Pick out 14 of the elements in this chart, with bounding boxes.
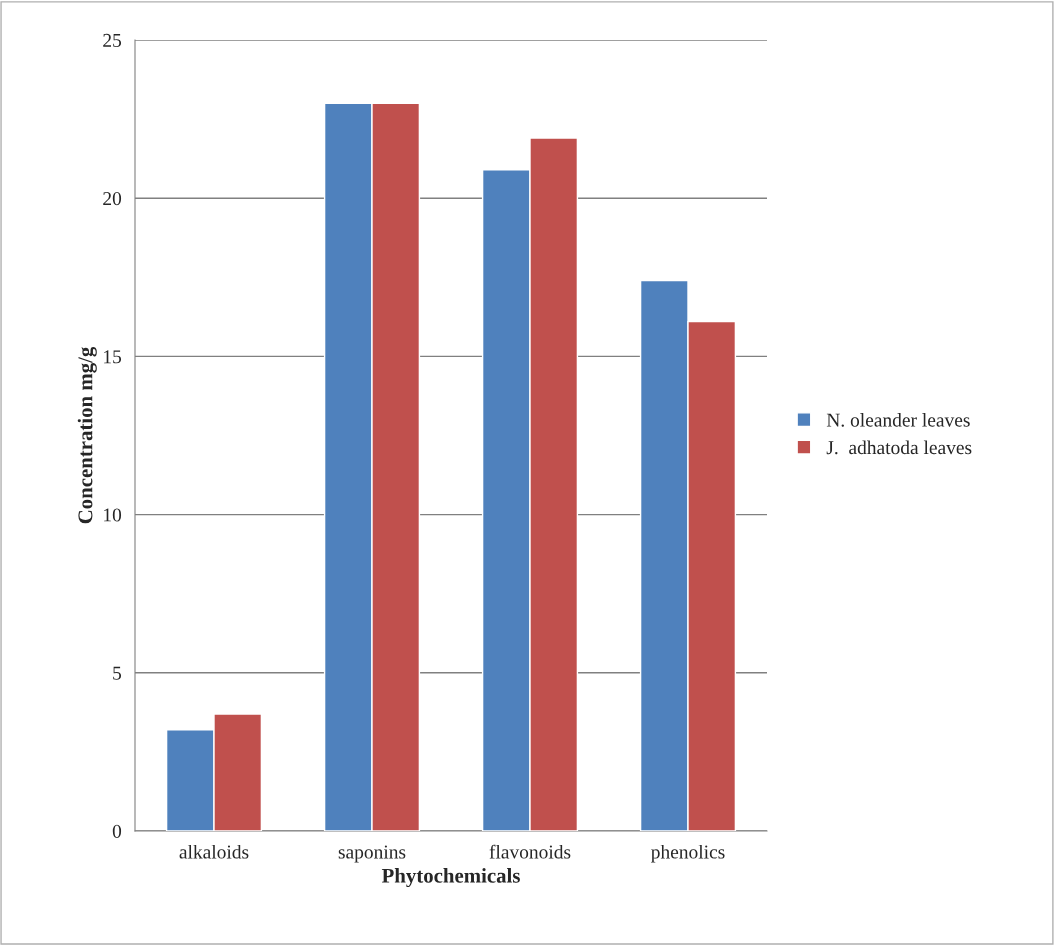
y-tick-label: 15 xyxy=(104,350,122,364)
y-axis-title: Concentration mg/g xyxy=(77,346,97,524)
y-tick-label: 0 xyxy=(112,824,122,838)
legend-label: J. adhatoda leaves xyxy=(826,440,972,455)
y-tick-label: 25 xyxy=(103,33,122,47)
x-tick-label: saponins xyxy=(338,845,406,863)
x-axis-title: Phytochemicals xyxy=(381,868,520,888)
y-tick-label: 20 xyxy=(103,192,122,206)
x-tick-label: phenolics xyxy=(651,844,725,863)
x-tick-label: alkaloids xyxy=(179,844,249,859)
y-tick-label: 5 xyxy=(113,666,122,680)
y-tick-label: 10 xyxy=(104,508,122,522)
x-tick-label: flavonoids xyxy=(489,844,571,859)
legend-label: N. oleander leaves xyxy=(826,413,970,427)
